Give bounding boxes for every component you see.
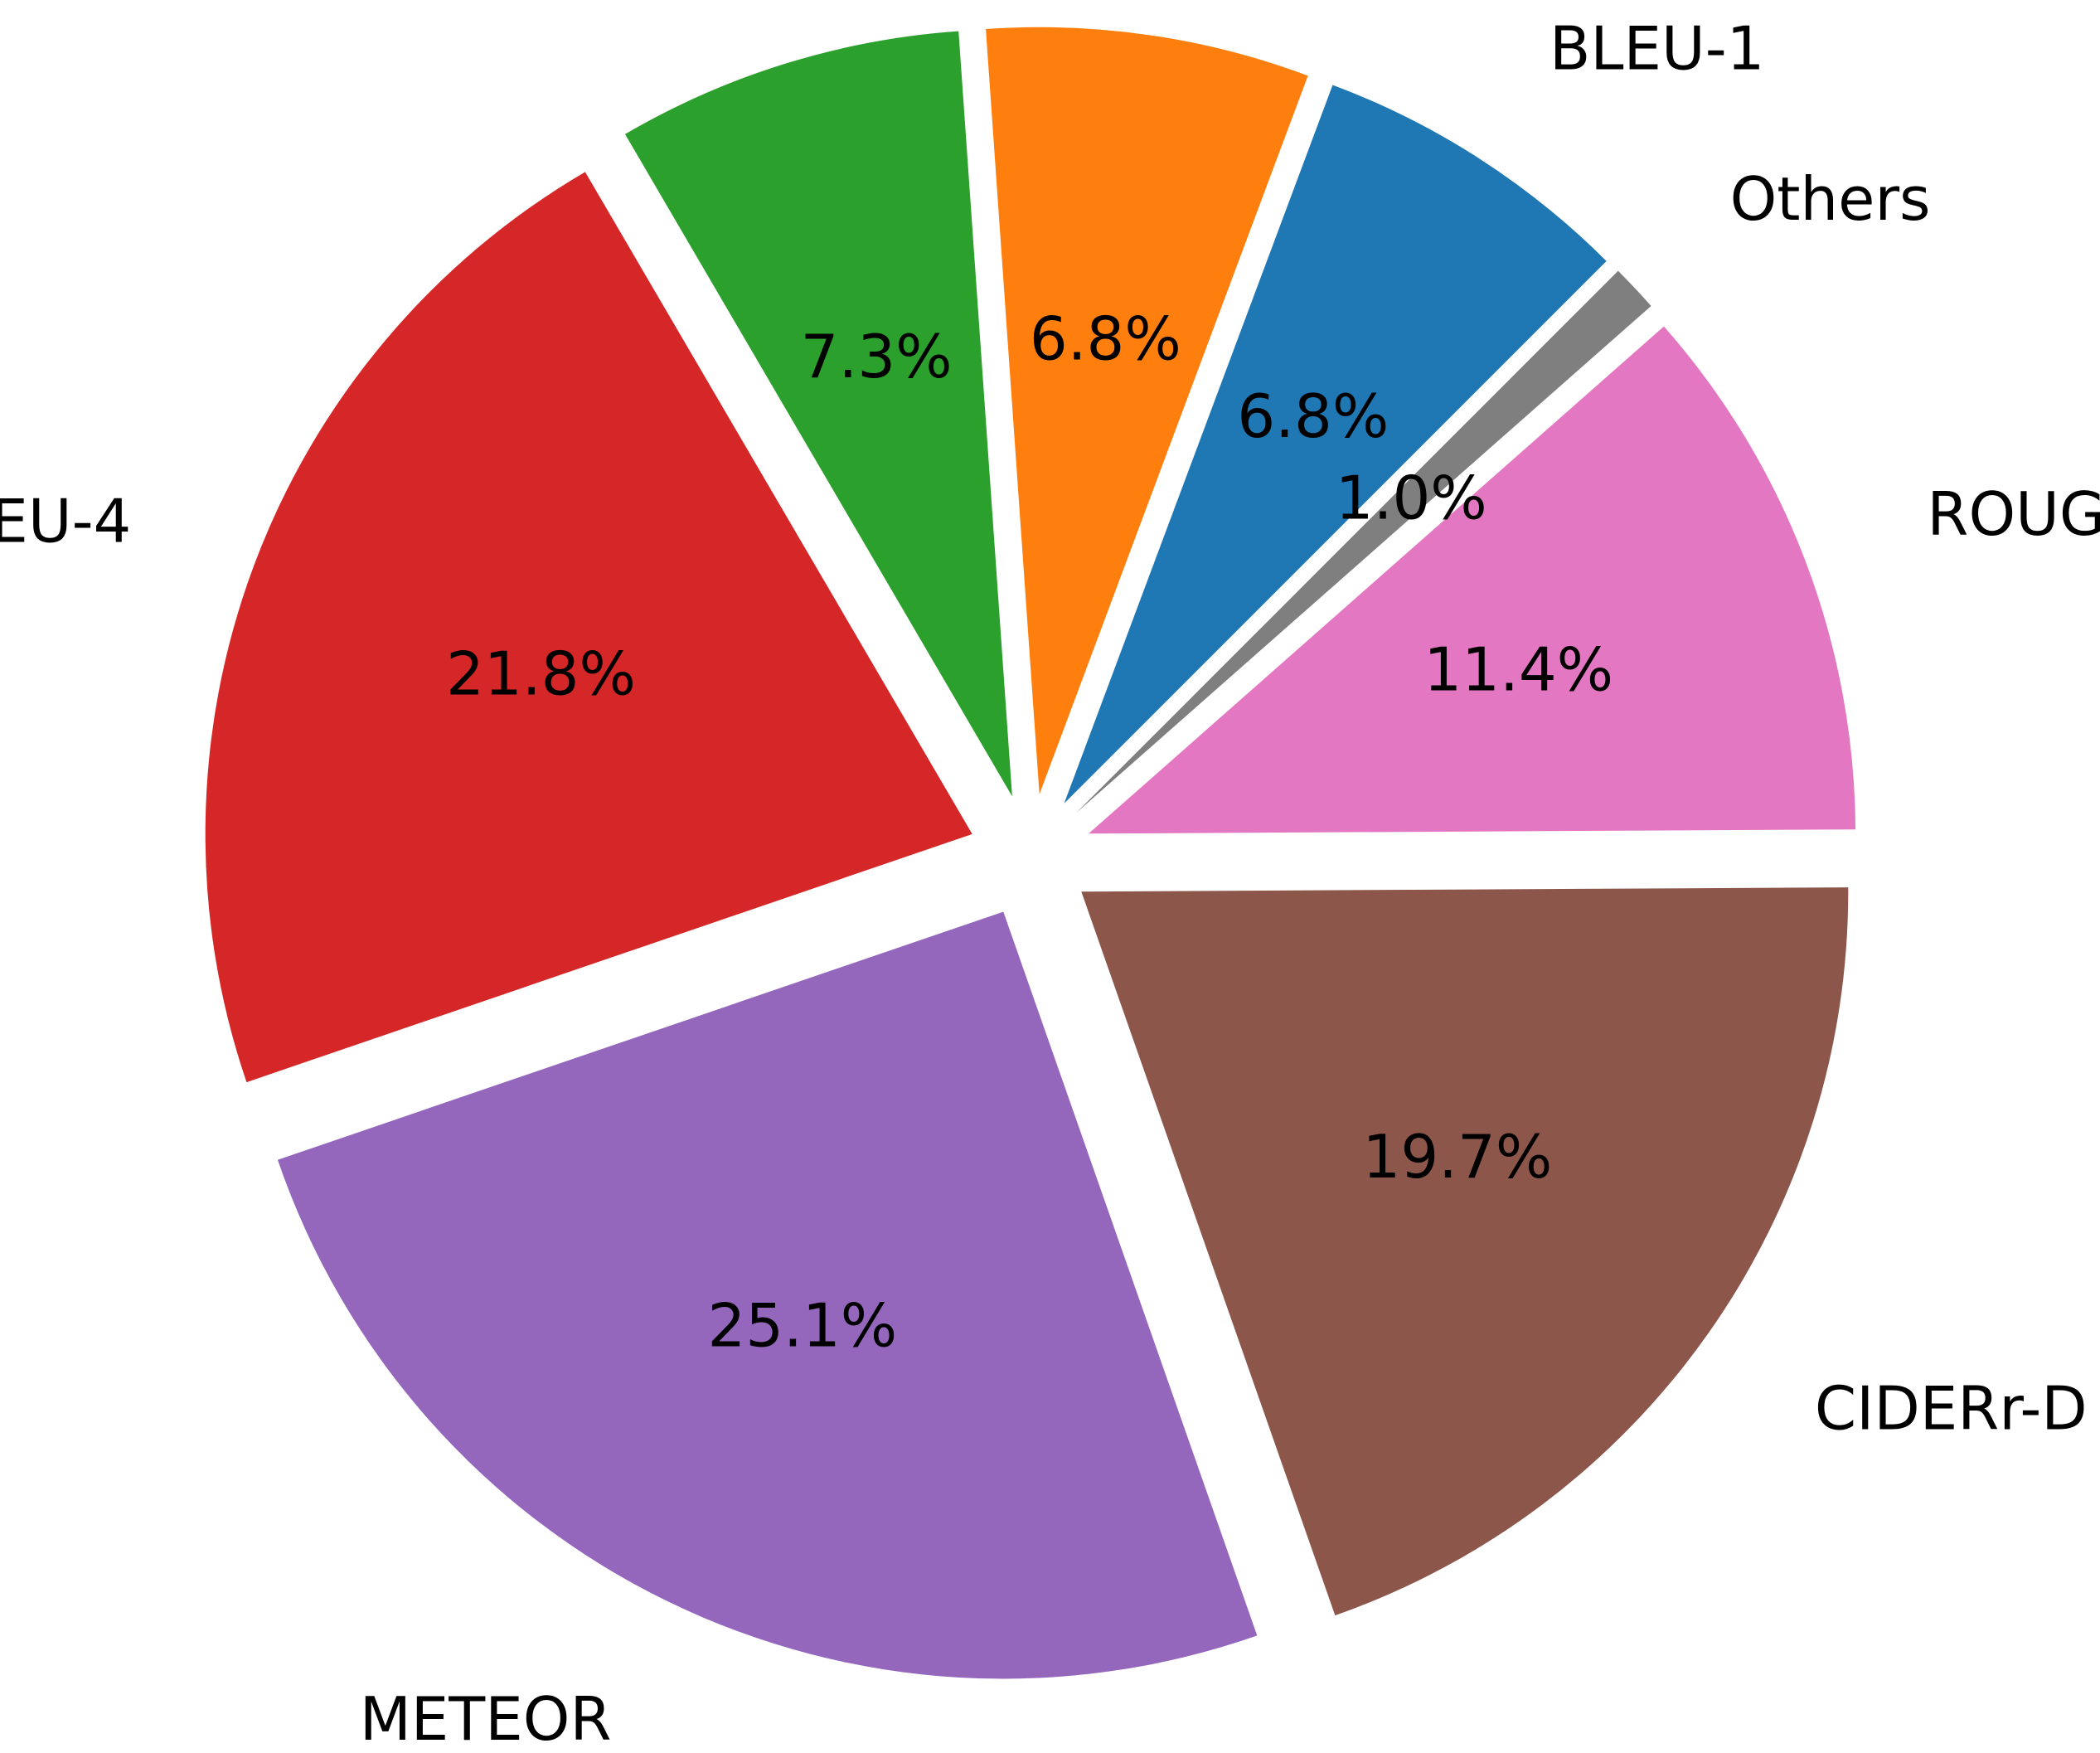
slice-label-meteor: METEOR: [360, 1684, 612, 1753]
pie-slice-bleu-4: [205, 172, 972, 1083]
pie-slice-bleu-1: [1064, 85, 1607, 804]
pct-label-bleu-2: 6.8%: [1030, 304, 1181, 374]
pct-label-bleu-3: 7.3%: [801, 322, 953, 391]
slice-label-bleu-1: BLEU-1: [1550, 14, 1765, 84]
pie-slice-bleu-3: [624, 31, 1012, 797]
pct-label-meteor: 25.1%: [707, 1291, 897, 1361]
pie-slice-bleu-2: [986, 27, 1308, 794]
pie-slice-meteor: [277, 911, 1258, 1679]
pie-slice-others: [1075, 270, 1651, 813]
slice-label-bleu-4: BLEU-4: [0, 487, 131, 556]
pct-label-bleu-1: 6.8%: [1237, 381, 1389, 451]
slice-label-rouge-l: ROUGE-L: [1927, 479, 2100, 549]
pct-label-others: 1.0%: [1336, 464, 1487, 533]
pct-label-ciderr-d: 19.7%: [1363, 1122, 1553, 1192]
pct-label-rouge-l: 11.4%: [1423, 635, 1613, 705]
pie-slice-rouge-l: [1089, 326, 1856, 834]
slice-label-others: Others: [1730, 164, 1931, 234]
pct-label-bleu-4: 21.8%: [446, 639, 636, 708]
slice-label-ciderr-d: CIDERr-D: [1815, 1374, 2088, 1444]
pie-slices: [205, 27, 1856, 1679]
pie-slice-ciderr-d: [1081, 887, 1849, 1616]
